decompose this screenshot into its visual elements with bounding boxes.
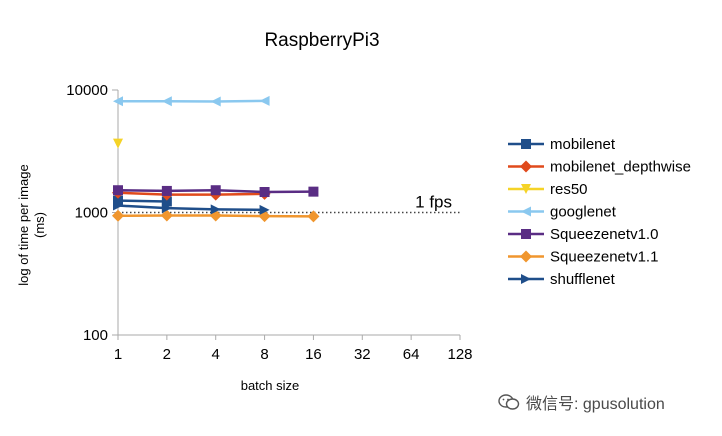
data-point — [113, 96, 123, 107]
data-point — [210, 185, 221, 196]
legend-label: Squeezenetv1.0 — [550, 226, 658, 243]
data-point — [259, 187, 270, 198]
legend-swatch-marker — [521, 274, 531, 284]
legend-label: googlenet — [550, 204, 617, 221]
x-tick-label: 8 — [260, 346, 268, 363]
x-axis-label: batch size — [241, 378, 300, 393]
legend-item-res50: res50 — [508, 181, 588, 198]
fps-annotation-label: 1 fps — [415, 193, 452, 212]
data-point — [161, 203, 172, 214]
chart-title: RaspberryPi3 — [264, 30, 379, 51]
wechat-icon — [498, 393, 520, 411]
legend-swatch-marker — [520, 160, 532, 173]
legend-swatch-marker — [521, 139, 531, 149]
y-axis-label-line-1: log of time per image — [16, 164, 31, 285]
data-point — [161, 96, 172, 107]
y-axis-label: log of time per image (ms) — [16, 164, 47, 285]
legend-item-mobilenet_depthwise: mobilenet_depthwise — [508, 159, 691, 176]
legend: mobilenet mobilenet_depthwise res50 googlen… — [508, 136, 691, 288]
legend-item-Squeezenetv1.1: Squeezenetv1.1 — [508, 249, 658, 266]
y-tick-label: 10000 — [66, 82, 108, 99]
watermark: 微信号: gpusolution — [498, 390, 714, 416]
data-point — [308, 186, 319, 197]
data-point — [112, 209, 124, 222]
legend-item-Squeezenetv1.0: Squeezenetv1.0 — [508, 226, 658, 243]
data-point — [161, 185, 172, 196]
legend-swatch-marker — [521, 184, 531, 194]
series-line — [118, 99, 265, 103]
series-mobilenet_depthwise — [112, 186, 271, 201]
watermark-text: 微信号: gpusolution — [526, 396, 665, 413]
data-point — [259, 204, 270, 215]
legend-swatch-marker — [520, 250, 532, 263]
legend-label: res50 — [550, 181, 588, 198]
data-point — [113, 200, 123, 211]
series-shufflenet — [113, 200, 270, 215]
data-point — [210, 204, 221, 215]
legend-item-mobilenet: mobilenet — [508, 136, 616, 153]
x-tick-label: 64 — [403, 346, 420, 363]
legend-label: mobilenet_depthwise — [550, 159, 691, 176]
x-tick-label: 16 — [305, 346, 322, 363]
x-tick-label: 1 — [114, 346, 122, 363]
data-point — [161, 196, 172, 207]
series-line — [117, 204, 265, 212]
x-tick-label: 128 — [447, 346, 472, 363]
series-Squeezenetv1.0 — [113, 185, 319, 198]
y-tick-label: 1000 — [75, 205, 108, 222]
plot-area: 100 1000 10000 1 2 4 8 16 32 64 128 1 fps — [66, 82, 472, 363]
series-line — [117, 191, 265, 196]
legend-label: mobilenet — [550, 136, 616, 153]
x-tick-label: 4 — [212, 346, 220, 363]
legend-label: Squeezenetv1.1 — [550, 249, 658, 266]
series-mobilenet — [113, 195, 172, 207]
data-point — [259, 95, 270, 106]
legend-item-shufflenet: shufflenet — [508, 271, 616, 288]
series-res50 — [113, 138, 123, 149]
data-point — [113, 195, 123, 206]
data-point — [210, 96, 221, 107]
data-point — [113, 185, 123, 196]
legend-label: shufflenet — [550, 271, 616, 288]
series-line — [117, 199, 167, 203]
data-point — [113, 138, 123, 149]
y-axis-label-line-2: (ms) — [32, 212, 47, 238]
x-tick-label: 2 — [163, 346, 171, 363]
legend-swatch-marker — [521, 229, 531, 239]
x-tick-label: 32 — [354, 346, 371, 363]
data-point — [160, 209, 173, 222]
data-point — [307, 210, 320, 223]
y-tick-label: 100 — [83, 327, 108, 344]
legend-swatch-marker — [521, 206, 531, 217]
legend-item-googlenet: googlenet — [508, 204, 617, 221]
series-googlenet — [113, 95, 270, 107]
